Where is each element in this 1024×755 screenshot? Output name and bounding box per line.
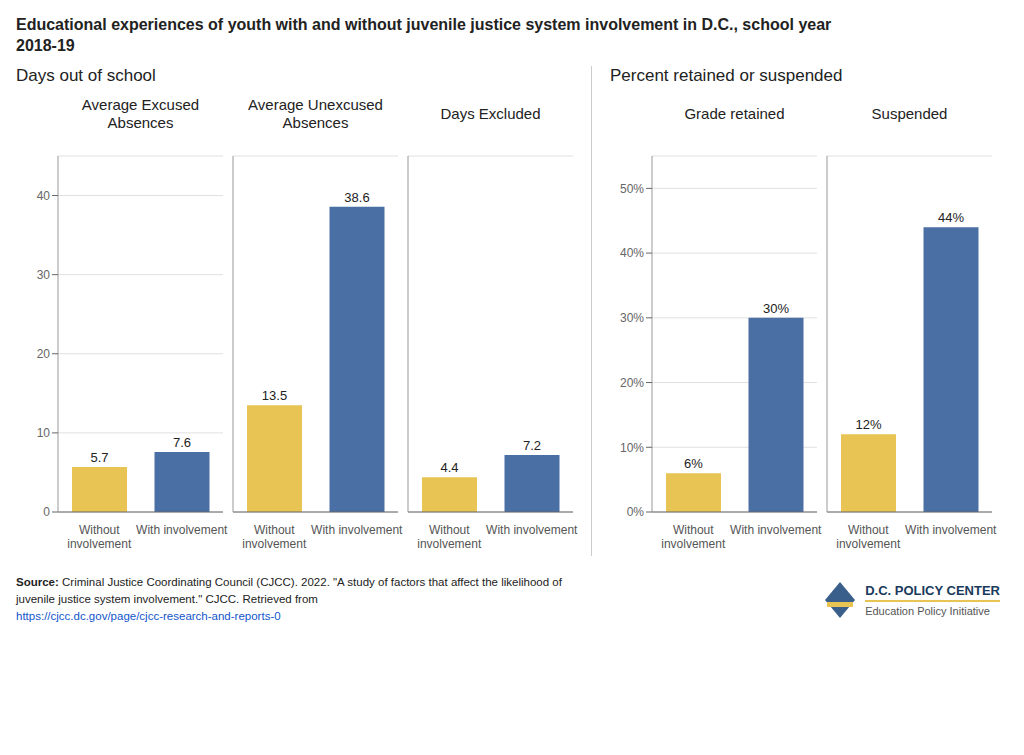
- html-text:Suspended: Suspended: [871, 105, 948, 122]
- svg-text:7.2: 7.2: [523, 438, 541, 453]
- svg-text:10: 10: [37, 426, 51, 440]
- svg-text:0: 0: [43, 505, 50, 519]
- html-text:juvenile justice system involv: juvenile justice system involvement." CJ…: [16, 593, 318, 605]
- svg-text:With involvement: With involvement: [905, 523, 997, 537]
- html-text:Educational experiences of you: Educational experiences of youth with an…: [16, 16, 832, 54]
- svg-text:Withoutinvolvement: Withoutinvolvement: [242, 523, 307, 551]
- svg-text:Withoutinvolvement: Withoutinvolvement: [836, 523, 901, 551]
- html-text:Percent retained or suspended: Percent retained or suspended: [610, 66, 843, 85]
- svg-text:Withoutinvolvement: Withoutinvolvement: [417, 523, 482, 551]
- svg-text:30: 30: [37, 268, 51, 282]
- html-text:Education Policy Initiative: Education Policy Initiative: [865, 604, 990, 617]
- svg-text:20%: 20%: [620, 376, 644, 390]
- svg-text:7.6: 7.6: [173, 435, 191, 450]
- svg-text:With involvement: With involvement: [486, 523, 578, 537]
- html-text:Days out of school: Days out of school: [16, 66, 156, 85]
- html-text:https://cjcc.dc.gov/page/cjcc-: https://cjcc.dc.gov/page/cjcc-research-a…: [16, 610, 281, 622]
- svg-text:4.4: 4.4: [440, 460, 458, 475]
- svg-text:38.6: 38.6: [344, 190, 369, 205]
- svg-text:20: 20: [37, 347, 51, 361]
- html-text:Days Excluded: Days Excluded: [440, 105, 541, 122]
- svg-text:6%: 6%: [684, 456, 703, 471]
- html-text:Average Unexcused Absences: Average Unexcused Absences: [248, 96, 383, 131]
- html-text:Source: Criminal Justice Coord: Source: Criminal Justice Coordinating Co…: [16, 576, 562, 588]
- svg-text:12%: 12%: [855, 417, 881, 432]
- svg-text:Withoutinvolvement: Withoutinvolvement: [661, 523, 726, 551]
- svg-text:40: 40: [37, 189, 51, 203]
- svg-text:With involvement: With involvement: [136, 523, 228, 537]
- svg-text:44%: 44%: [938, 210, 964, 225]
- html-text:Average Excused Absences: Average Excused Absences: [81, 96, 200, 131]
- svg-text:13.5: 13.5: [262, 388, 287, 403]
- svg-text:30%: 30%: [620, 311, 644, 325]
- svg-text:40%: 40%: [620, 246, 644, 260]
- svg-text:With involvement: With involvement: [730, 523, 822, 537]
- svg-text:30%: 30%: [763, 301, 789, 316]
- svg-text:Withoutinvolvement: Withoutinvolvement: [67, 523, 132, 551]
- svg-text:With involvement: With involvement: [311, 523, 403, 537]
- html-text:D.C. POLICY CENTER: D.C. POLICY CENTER: [865, 582, 1000, 598]
- html-text:Grade retained: Grade retained: [684, 105, 785, 122]
- svg-text:10%: 10%: [620, 441, 644, 455]
- svg-text:50%: 50%: [620, 182, 644, 196]
- svg-text:0%: 0%: [627, 505, 645, 519]
- svg-text:5.7: 5.7: [90, 450, 108, 465]
